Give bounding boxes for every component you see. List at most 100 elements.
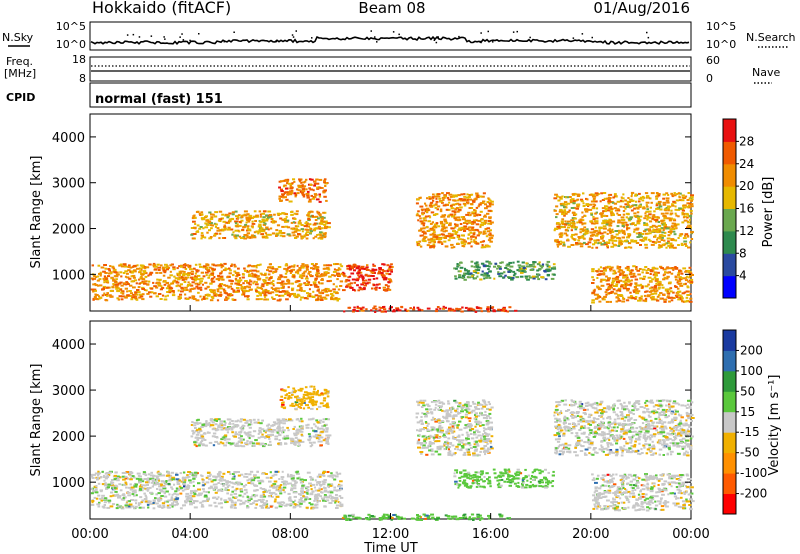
echo-cell	[270, 286, 274, 289]
echo-cell	[682, 204, 687, 207]
echo-cell	[260, 435, 265, 438]
echo-cell	[101, 494, 105, 497]
echo-cell	[163, 492, 166, 495]
echo-cell	[656, 289, 659, 292]
echo-cell	[144, 275, 148, 278]
echo-cell	[458, 308, 462, 311]
echo-cell	[262, 495, 267, 498]
echo-cell	[482, 230, 485, 233]
echo-cell	[606, 241, 610, 244]
echo-cell	[582, 241, 586, 244]
echo-cell	[384, 284, 388, 287]
echo-cell	[298, 493, 302, 496]
echo-cell	[208, 237, 213, 240]
echo-cell	[592, 215, 595, 218]
echo-cell	[661, 223, 665, 226]
echo-cell	[283, 491, 286, 494]
nsky-dot	[295, 30, 297, 32]
echo-cell	[622, 276, 625, 279]
echo-cell	[220, 423, 224, 426]
echo-cell	[220, 276, 224, 279]
echo-cell	[155, 271, 159, 274]
echo-cell	[316, 481, 319, 484]
echo-cell	[553, 197, 558, 200]
echo-cell	[279, 282, 284, 284]
echo-cell	[301, 265, 305, 268]
echo-cell	[110, 272, 113, 275]
echo-cell	[450, 233, 454, 236]
echo-cell	[638, 197, 642, 200]
echo-cell	[531, 265, 535, 268]
echo-cell	[646, 228, 650, 231]
echo-cell	[690, 281, 694, 284]
echo-cell	[246, 232, 250, 235]
echo-cell	[314, 294, 319, 297]
echo-cell	[161, 286, 165, 289]
echo-cell	[264, 222, 267, 225]
echo-cell	[450, 309, 454, 312]
echo-cell	[262, 223, 266, 226]
echo-cell	[306, 490, 309, 492]
echo-cell	[116, 475, 120, 478]
echo-cell	[262, 289, 265, 292]
echo-cell	[655, 204, 659, 207]
echo-cell	[214, 225, 217, 228]
echo-cell	[622, 210, 626, 212]
echo-cell	[153, 483, 157, 486]
echo-cell	[148, 291, 152, 294]
echo-cell	[183, 270, 186, 273]
echo-cell	[574, 233, 578, 236]
echo-cell	[244, 500, 247, 503]
echo-cell	[194, 263, 198, 266]
echo-cell	[314, 506, 319, 509]
echo-cell	[419, 217, 422, 220]
echo-cell	[468, 207, 472, 209]
echo-cell	[380, 306, 384, 309]
echo-cell	[156, 478, 160, 481]
echo-cell	[248, 218, 251, 221]
echo-cell	[296, 504, 300, 507]
echo-cell	[291, 231, 296, 234]
echo-cell	[417, 219, 420, 222]
echo-cell	[314, 504, 317, 507]
echo-cell	[663, 224, 667, 227]
echo-cell	[108, 294, 112, 297]
echo-cell	[374, 268, 378, 271]
echo-cell	[662, 268, 667, 271]
echo-cell	[504, 267, 508, 269]
echo-cell	[655, 202, 659, 205]
echo-cell	[654, 298, 658, 301]
echo-cell	[688, 266, 692, 269]
echo-cell	[484, 228, 488, 230]
echo-cell	[213, 268, 216, 271]
echo-cell	[290, 442, 293, 445]
echo-cell	[248, 426, 252, 429]
echo-cell	[653, 210, 656, 213]
echo-cell	[238, 224, 242, 227]
echo-cell	[182, 266, 187, 269]
echo-cell	[364, 273, 368, 276]
echo-cell	[626, 265, 630, 268]
echo-cell	[239, 499, 243, 502]
echo-cell	[160, 483, 163, 486]
echo-cell	[242, 289, 247, 292]
echo-cell	[115, 273, 120, 276]
echo-cell	[339, 484, 343, 487]
echo-cell	[200, 234, 204, 237]
echo-cell	[234, 222, 238, 225]
echo-cell	[558, 233, 562, 236]
echo-cell	[158, 278, 162, 281]
echo-cell	[625, 239, 628, 242]
echo-cell	[575, 243, 579, 246]
echo-cell	[592, 195, 597, 198]
echo-cell	[538, 267, 542, 270]
echo-cell	[500, 272, 504, 275]
echo-cell	[233, 506, 237, 509]
echo-cell	[644, 243, 648, 246]
echo-cell	[143, 492, 146, 495]
echo-cell	[227, 497, 232, 500]
echo-cell	[117, 282, 122, 285]
echo-cell	[279, 217, 283, 220]
echo-cell	[644, 228, 648, 231]
echo-cell	[305, 178, 308, 181]
